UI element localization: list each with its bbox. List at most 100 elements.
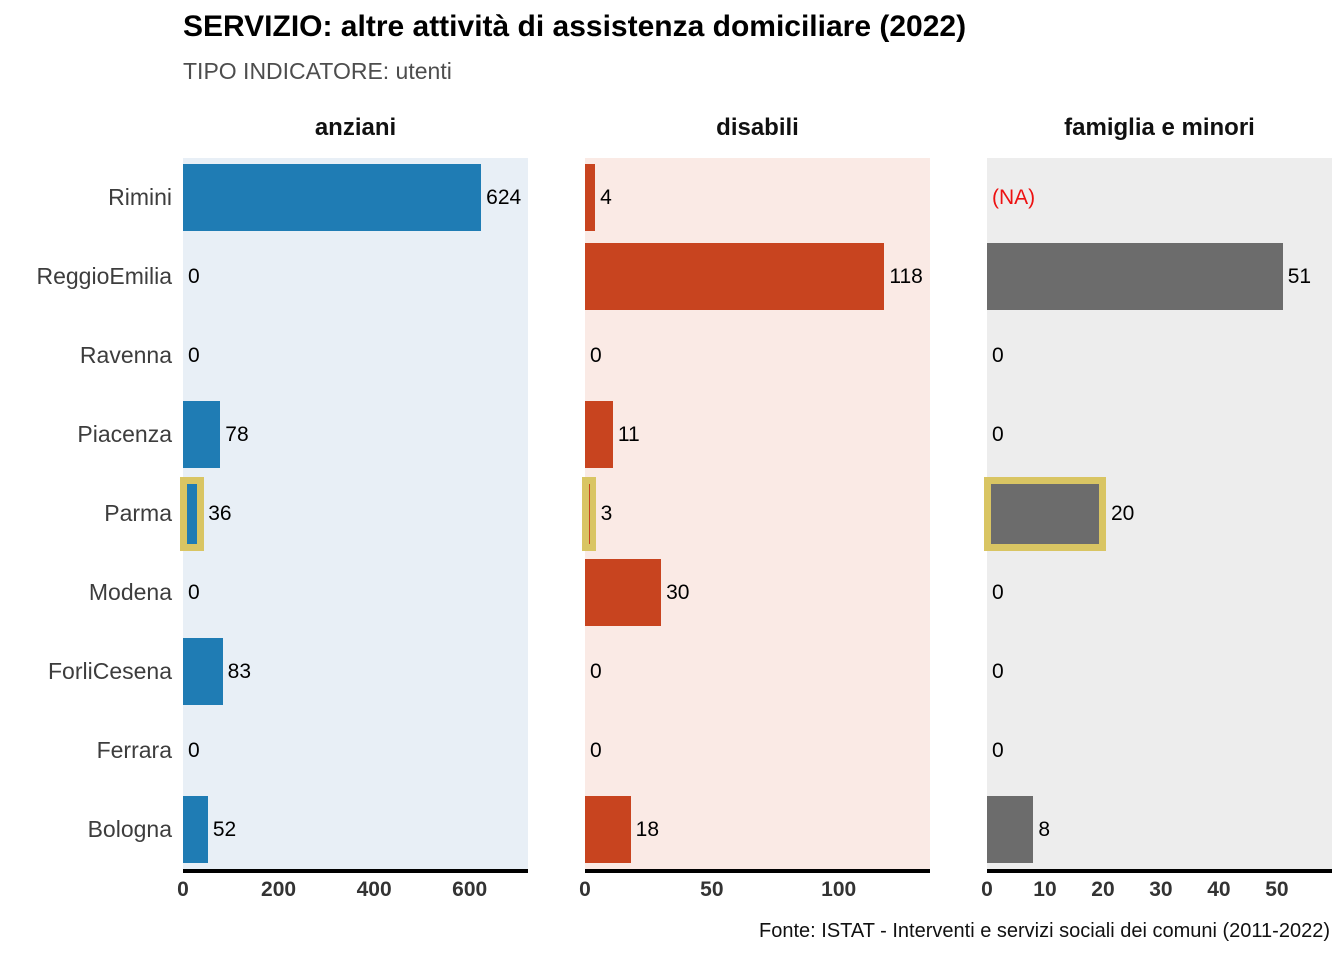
bar bbox=[987, 796, 1034, 863]
bar bbox=[585, 164, 596, 231]
axis-tick-label: 100 bbox=[821, 878, 857, 901]
bar bbox=[183, 638, 223, 705]
bar-row: 0 bbox=[987, 316, 1332, 395]
na-label: (NA) bbox=[992, 186, 1036, 209]
axis-tick-label: 50 bbox=[700, 878, 724, 901]
bar-value-label: 0 bbox=[590, 660, 602, 683]
axis-tick-label: 0 bbox=[981, 878, 993, 901]
bar-row: 0 bbox=[987, 632, 1332, 711]
row-label: ForliCesena bbox=[48, 658, 172, 684]
axis-tick-label: 20 bbox=[1091, 878, 1115, 901]
bar-value-label: 0 bbox=[992, 660, 1004, 683]
highlight-outline bbox=[179, 476, 204, 551]
facet-panel: (NA) 51 0 0 20 0 0 0 8 bbox=[983, 158, 1332, 873]
chart-subtitle: TIPO INDICATORE: utenti bbox=[183, 58, 452, 84]
row-label: Rimini bbox=[108, 184, 172, 210]
bar-value-label: 0 bbox=[992, 581, 1004, 604]
bar bbox=[585, 243, 885, 310]
bar bbox=[585, 796, 631, 863]
bar bbox=[585, 401, 613, 468]
bar bbox=[987, 243, 1283, 310]
bar-row: 0 bbox=[183, 553, 528, 632]
bar-row: 51 bbox=[987, 237, 1332, 316]
bar-row: 11 bbox=[585, 395, 930, 474]
bar-row: 0 bbox=[183, 316, 528, 395]
bar bbox=[990, 483, 1100, 544]
bar bbox=[585, 559, 662, 626]
axis-tick-label: 50 bbox=[1265, 878, 1289, 901]
axis-tick-label: 40 bbox=[1207, 878, 1231, 901]
category-labels-column: Rimini ReggioEmilia Ravenna Piacenza Parma Mo… bbox=[0, 158, 172, 869]
x-axis: 0 200 400 600 bbox=[177, 878, 528, 908]
bar-row: 118 bbox=[585, 237, 930, 316]
x-axis: 0 10 20 30 40 50 bbox=[981, 878, 1332, 908]
bar-row: 20 bbox=[983, 474, 1332, 553]
facet-panel: 4 118 0 11 3 30 0 0 18 bbox=[581, 158, 930, 873]
bar-row: 0 bbox=[987, 711, 1332, 790]
bar-value-label: 51 bbox=[1287, 265, 1312, 288]
bar-row: 8 bbox=[987, 790, 1332, 869]
bar-value-label: 83 bbox=[227, 660, 252, 683]
bar-row: 52 bbox=[183, 790, 528, 869]
bar-value-label: 52 bbox=[212, 818, 237, 841]
bar-row: 0 bbox=[585, 316, 930, 395]
bar bbox=[588, 483, 590, 544]
bar-row: 83 bbox=[183, 632, 528, 711]
axis-tick-label: 400 bbox=[356, 878, 392, 901]
bar-value-label: 3 bbox=[600, 502, 613, 525]
bar bbox=[183, 796, 208, 863]
row-label: Piacenza bbox=[77, 421, 172, 447]
row-label: ReggioEmilia bbox=[36, 263, 172, 289]
bar bbox=[186, 483, 197, 544]
facet-title: famiglia e minori bbox=[1064, 114, 1255, 141]
bar-value-label: 0 bbox=[992, 344, 1004, 367]
bar-value-label: 0 bbox=[590, 344, 602, 367]
axis-tick-label: 600 bbox=[452, 878, 488, 901]
bar-row: 4 bbox=[585, 158, 930, 237]
bar-value-label: 36 bbox=[208, 502, 232, 525]
bar-value-label: 0 bbox=[188, 581, 200, 604]
bar-row: 78 bbox=[183, 395, 528, 474]
x-axis: 0 50 100 bbox=[579, 878, 930, 908]
row-label: Parma bbox=[104, 500, 172, 526]
bar-value-label: 8 bbox=[1038, 818, 1051, 841]
bar-row: 0 bbox=[987, 395, 1332, 474]
bar-value-label: 0 bbox=[992, 423, 1004, 446]
bar-value-label: 0 bbox=[992, 739, 1004, 762]
bar-row: 0 bbox=[585, 632, 930, 711]
highlight-outline bbox=[581, 476, 597, 551]
bar-row: 3 bbox=[581, 474, 930, 553]
bar-value-label: 624 bbox=[486, 186, 522, 209]
bar-value-label: 11 bbox=[617, 423, 640, 446]
axis-tick-label: 30 bbox=[1149, 878, 1173, 901]
bar-row: (NA) bbox=[987, 158, 1332, 237]
row-label: Modena bbox=[88, 579, 172, 605]
axis-tick-label: 200 bbox=[261, 878, 297, 901]
bar-row: 0 bbox=[183, 711, 528, 790]
bar-row: 624 bbox=[183, 158, 528, 237]
facet-title: anziani bbox=[314, 114, 397, 141]
bar-row: 0 bbox=[987, 553, 1332, 632]
row-label: Ravenna bbox=[79, 342, 172, 368]
bar-value-label: 0 bbox=[188, 344, 200, 367]
row-label: Bologna bbox=[87, 816, 172, 842]
axis-tick-label: 0 bbox=[177, 878, 189, 901]
highlight-outline bbox=[983, 476, 1107, 551]
bar-value-label: 4 bbox=[600, 186, 612, 209]
bar-row: 18 bbox=[585, 790, 930, 869]
bar-row: 30 bbox=[585, 553, 930, 632]
bar-value-label: 0 bbox=[188, 265, 200, 288]
bar bbox=[183, 164, 482, 231]
bar-value-label: 0 bbox=[188, 739, 200, 762]
source-caption: Fonte: ISTAT - Interventi e servizi soci… bbox=[759, 920, 1330, 942]
axis-tick-label: 10 bbox=[1033, 878, 1057, 901]
facet-panel: 624 0 0 78 36 0 83 0 52 bbox=[179, 158, 528, 873]
chart-title: SERVIZIO: altre attività di assistenza d… bbox=[183, 10, 967, 43]
bar-row: 36 bbox=[179, 474, 528, 553]
bar-row: 0 bbox=[183, 237, 528, 316]
bar-value-label: 0 bbox=[590, 739, 602, 762]
bar-value-label: 118 bbox=[889, 265, 923, 288]
bar-value-label: 18 bbox=[635, 818, 660, 841]
bar-value-label: 30 bbox=[666, 581, 690, 604]
